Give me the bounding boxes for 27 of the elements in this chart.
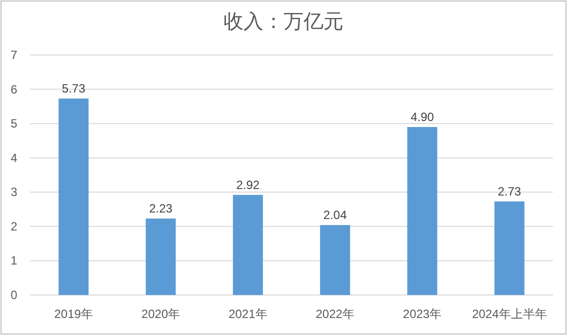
data-label: 2.23 [149, 202, 173, 216]
y-tick-label: 7 [10, 48, 18, 62]
data-label: 2.04 [323, 208, 348, 222]
bar [58, 98, 89, 295]
y-tick-label: 3 [10, 185, 18, 200]
data-label: 4.90 [410, 110, 434, 124]
y-tick-label: 0 [10, 288, 18, 302]
bar [320, 225, 350, 295]
y-tick-label: 5 [10, 116, 18, 131]
data-label: 5.73 [62, 82, 86, 96]
y-tick-label: 1 [10, 254, 18, 268]
bar [494, 201, 524, 295]
bar [146, 218, 176, 295]
data-label: 2.92 [236, 178, 260, 192]
bar [232, 194, 263, 295]
y-tick-label: 2 [10, 219, 18, 234]
x-tick-label: 2024年上半年 [472, 307, 547, 321]
x-tick-label: 2021年 [228, 307, 268, 321]
x-tick-label: 2020年 [141, 307, 180, 321]
x-tick-label: 2019年 [54, 307, 93, 321]
y-tick-label: 6 [10, 82, 18, 96]
x-tick-label: 2022年 [316, 307, 354, 321]
chart-title: 收入：万亿元 [224, 11, 344, 33]
bar [407, 127, 438, 295]
y-tick-label: 4 [10, 150, 18, 165]
data-label: 2.73 [498, 184, 522, 198]
x-tick-label: 2023年 [402, 307, 442, 321]
